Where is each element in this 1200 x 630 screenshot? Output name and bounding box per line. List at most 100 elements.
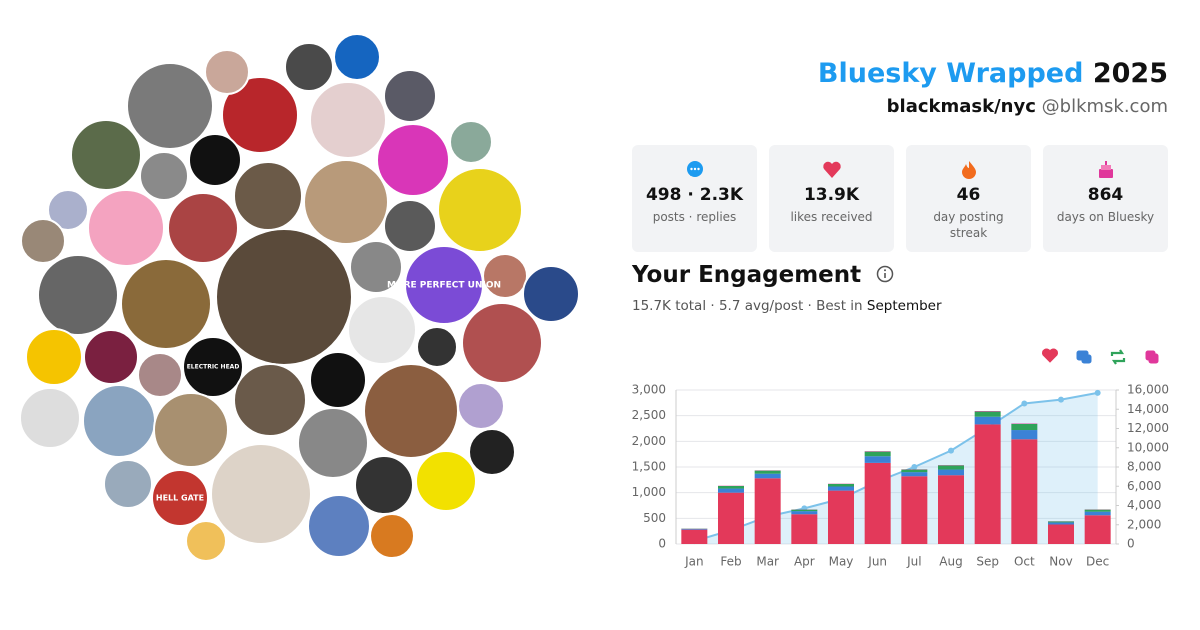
avatar xyxy=(233,161,303,231)
avatar xyxy=(182,336,244,398)
y-tick-label: 2,000 xyxy=(632,434,666,448)
line-point xyxy=(1058,396,1064,403)
avatar xyxy=(461,302,543,384)
stat-value: 13.9K xyxy=(803,185,860,205)
avatar xyxy=(457,382,505,430)
avatar xyxy=(284,42,334,92)
avatar xyxy=(19,387,81,449)
avatar xyxy=(437,167,523,253)
avatar xyxy=(221,76,299,154)
x-tick-label: Oct xyxy=(1014,555,1035,569)
bar-segment xyxy=(864,456,891,463)
stat-icon xyxy=(1099,161,1113,178)
avatar xyxy=(139,151,189,201)
avatar xyxy=(333,33,381,81)
bar-segment xyxy=(791,511,818,515)
avatar xyxy=(87,189,165,267)
user: blackmask/nyc @blkmsk.com xyxy=(887,96,1168,117)
bar-segment xyxy=(901,472,928,477)
bar-segment xyxy=(974,416,1001,425)
avatar-text: MORE PERFECT UNION xyxy=(387,281,501,291)
bar-segment xyxy=(1048,524,1074,544)
stat-card: 46 day posting streak xyxy=(906,145,1031,252)
x-tick-label: Nov xyxy=(1049,555,1072,569)
y-tick-label: 500 xyxy=(643,511,666,525)
avatar xyxy=(82,384,156,458)
bar-segment xyxy=(1011,439,1038,544)
legend-icon[interactable] xyxy=(1076,350,1092,364)
stat-value: 46 xyxy=(956,185,981,205)
avatar xyxy=(120,258,212,350)
avatar xyxy=(376,123,450,197)
summary: 15.7K total · 5.7 avg/post · Best in Sep… xyxy=(632,298,942,314)
avatar xyxy=(204,49,250,95)
stat-value: 498 · 2.3K xyxy=(645,185,744,205)
x-tick-label: Jun xyxy=(867,555,887,569)
chart: 0 500 1,000 1,500 2,000 2,500 3,000 0 2,000 4,000… xyxy=(632,348,1169,569)
bar-segment xyxy=(718,492,744,544)
avatar-text: HELL GATE xyxy=(156,494,204,503)
avatar xyxy=(103,459,153,509)
avatar xyxy=(309,351,367,409)
avatar xyxy=(404,245,484,325)
avatar xyxy=(383,69,437,123)
stat-label: days on Bluesky xyxy=(1056,210,1155,224)
legend-icon[interactable] xyxy=(1110,349,1126,365)
bar-segment xyxy=(754,478,781,544)
avatar xyxy=(416,326,458,368)
bar-segment xyxy=(864,462,891,544)
avatar xyxy=(185,520,227,562)
avatar xyxy=(383,199,437,253)
title: Bluesky Wrapped 2025 xyxy=(818,58,1168,89)
y2-tick-label: 4,000 xyxy=(1127,498,1161,512)
info-icon[interactable] xyxy=(875,264,895,284)
x-tick-label: Feb xyxy=(720,555,741,569)
avatar xyxy=(468,428,516,476)
bar-segment xyxy=(1048,521,1074,523)
avatar xyxy=(307,494,371,558)
section-title: Your Engagement xyxy=(632,262,895,288)
avatar xyxy=(137,352,183,398)
avatar xyxy=(70,119,142,191)
avatar xyxy=(233,363,307,437)
avatar xyxy=(349,240,403,294)
stat-icon xyxy=(687,161,703,177)
bar-segment xyxy=(1048,522,1074,525)
stat-card: 498 · 2.3K posts · replies xyxy=(632,145,757,252)
x-tick-label: Jan xyxy=(684,555,704,569)
bar-segment xyxy=(974,411,1001,412)
y2-tick-label: 0 xyxy=(1127,537,1135,551)
bar-segment xyxy=(828,486,854,491)
bar-segment xyxy=(974,411,1001,417)
bar-segment xyxy=(938,475,964,544)
legend-icon[interactable] xyxy=(1145,350,1159,364)
title-text: Bluesky Wrapped xyxy=(817,58,1084,89)
handle: @blkmsk.com xyxy=(1041,96,1168,117)
x-tick-label: Aug xyxy=(939,555,962,569)
legend-icon[interactable] xyxy=(1042,348,1058,363)
bar-segment xyxy=(828,483,854,487)
y2-tick-label: 2,000 xyxy=(1127,517,1161,531)
bar-segment xyxy=(718,485,744,489)
y-tick-label: 1,000 xyxy=(632,485,666,499)
y-tick-label: 2,500 xyxy=(632,408,666,422)
section-title-text: Your Engagement xyxy=(632,262,862,288)
bar-segment xyxy=(828,490,854,544)
stat-card: 864 days on Bluesky xyxy=(1043,145,1168,252)
avatar xyxy=(354,455,414,515)
stat-card: 13.9K likes received xyxy=(769,145,894,252)
y2-tick-label: 16,000 xyxy=(1127,383,1169,397)
x-tick-label: Dec xyxy=(1086,555,1109,569)
bar-segment xyxy=(938,465,964,470)
avatar xyxy=(215,228,353,366)
bar-segment xyxy=(1084,515,1111,544)
bar-segment xyxy=(681,528,708,530)
y2-tick-label: 10,000 xyxy=(1127,440,1169,454)
stat-value: 864 xyxy=(1087,185,1124,205)
avatar xyxy=(47,189,89,231)
x-tick-label: Sep xyxy=(976,555,999,569)
avatar xyxy=(37,254,119,336)
avatar xyxy=(167,192,239,264)
avatar xyxy=(210,443,312,545)
